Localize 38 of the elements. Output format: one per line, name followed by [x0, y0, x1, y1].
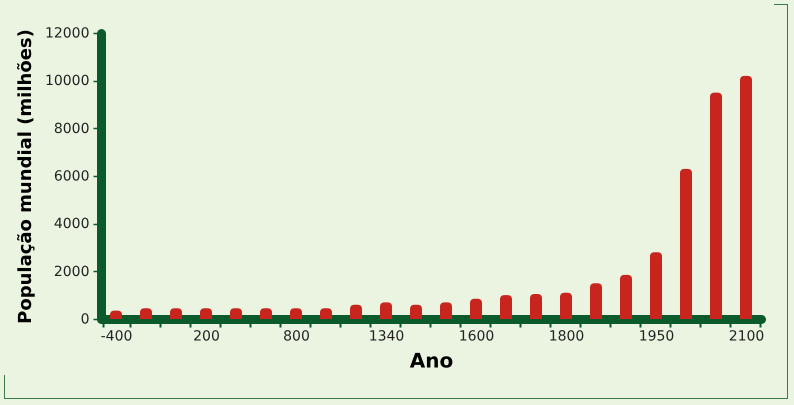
bar	[290, 308, 302, 319]
y-tick-label: 8000	[54, 120, 90, 137]
bar	[350, 304, 362, 319]
y-tick-label: 0	[80, 312, 90, 328]
bar	[200, 308, 212, 319]
bar	[500, 295, 512, 319]
bar	[710, 92, 722, 319]
y-tick-label: 12000	[44, 26, 90, 42]
y-axis-title: População mundial (milhões)	[14, 29, 36, 324]
bar	[470, 298, 482, 319]
bar	[530, 294, 542, 319]
y-tick-label: 4000	[54, 216, 90, 232]
bar	[170, 308, 182, 319]
x-tick-label: 1800	[548, 328, 584, 344]
x-tick-label: 2100	[728, 328, 764, 344]
x-tick-label: 1600	[458, 328, 494, 344]
bar	[230, 308, 242, 319]
y-tick-label: 10000	[44, 73, 90, 90]
bar	[260, 308, 272, 319]
x-tick-label: 800	[283, 328, 310, 344]
bar	[590, 283, 602, 319]
x-axis-title: Ano	[410, 348, 454, 372]
bar	[440, 302, 452, 319]
bar	[380, 302, 392, 319]
bar	[620, 274, 632, 319]
bar	[320, 308, 332, 319]
bar	[680, 168, 692, 319]
bar	[560, 292, 572, 319]
bar	[650, 252, 662, 319]
y-tick-label: 6000	[54, 168, 90, 184]
y-tick-label: 2000	[54, 264, 90, 280]
x-tick-label: 1340	[368, 328, 404, 344]
x-tick-label: -400	[100, 328, 132, 344]
x-tick-label: 1950	[638, 328, 674, 344]
bar	[410, 304, 422, 319]
x-tick-label: 200	[193, 328, 220, 344]
bar	[740, 76, 752, 319]
bar	[140, 308, 152, 319]
